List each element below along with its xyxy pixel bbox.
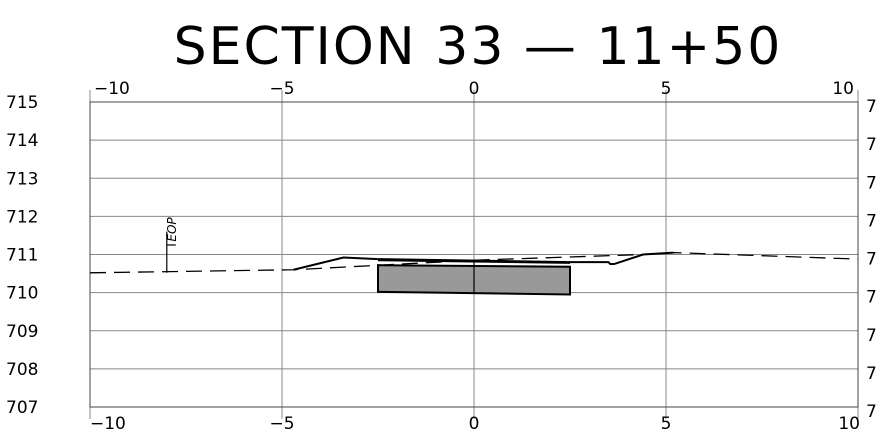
x-tick-label-top-1: −5 xyxy=(269,79,294,99)
structure-layer xyxy=(377,259,571,296)
x-tick-label-top-4: 10 xyxy=(832,79,854,99)
y-tick-label-right-4: 7 xyxy=(866,250,877,270)
y-tick-label-0: 715 xyxy=(6,93,38,113)
plot-frame xyxy=(89,101,859,408)
y-tick-label-5: 710 xyxy=(6,284,38,304)
y-tick-label-right-8: 7 xyxy=(866,402,877,422)
x-tick-label-top-0: −10 xyxy=(94,79,130,99)
y-tick-label-right-6: 7 xyxy=(866,326,877,346)
x-tick-label-top-3: 5 xyxy=(661,79,672,99)
y-tick-label-8: 707 xyxy=(6,398,38,418)
eop-label: EOP xyxy=(165,217,179,242)
y-tick-label-2: 713 xyxy=(6,169,38,189)
x-tick-label-bottom-3: 5 xyxy=(661,414,672,434)
y-tick-label-7: 708 xyxy=(6,360,38,380)
proposed-grade-line xyxy=(293,251,674,271)
y-tick-label-1: 714 xyxy=(6,131,38,151)
y-tick-label-3: 712 xyxy=(6,207,38,227)
series-layer xyxy=(89,251,859,274)
existing-ground-line xyxy=(89,251,859,274)
y-tick-label-right-0: 7 xyxy=(866,97,877,117)
x-tick-label-bottom-4: 10 xyxy=(838,414,860,434)
y-tick-label-right-2: 7 xyxy=(866,173,877,193)
y-tick-label-6: 709 xyxy=(6,322,38,342)
annotation-layer: EOP xyxy=(165,217,179,273)
x-tick-label-bottom-1: −5 xyxy=(269,414,294,434)
y-tick-label-right-1: 7 xyxy=(866,135,877,155)
y-tick-label-right-5: 7 xyxy=(866,288,877,308)
y-tick-label-4: 711 xyxy=(6,246,38,266)
y-tick-label-right-7: 7 xyxy=(866,364,877,384)
x-tick-label-bottom-0: −10 xyxy=(90,414,126,434)
y-tick-label-right-3: 7 xyxy=(866,211,877,231)
x-tick-label-bottom-2: 0 xyxy=(469,414,480,434)
x-tick-label-top-2: 0 xyxy=(469,79,480,99)
section-title: SECTION 33 — 11+50 xyxy=(174,17,783,77)
axis-labels-layer: −10 −10 −5 −5 0 0 5 5 10 10 715 7 714 7 713 7 712 7 711 7 71… xyxy=(6,79,877,434)
